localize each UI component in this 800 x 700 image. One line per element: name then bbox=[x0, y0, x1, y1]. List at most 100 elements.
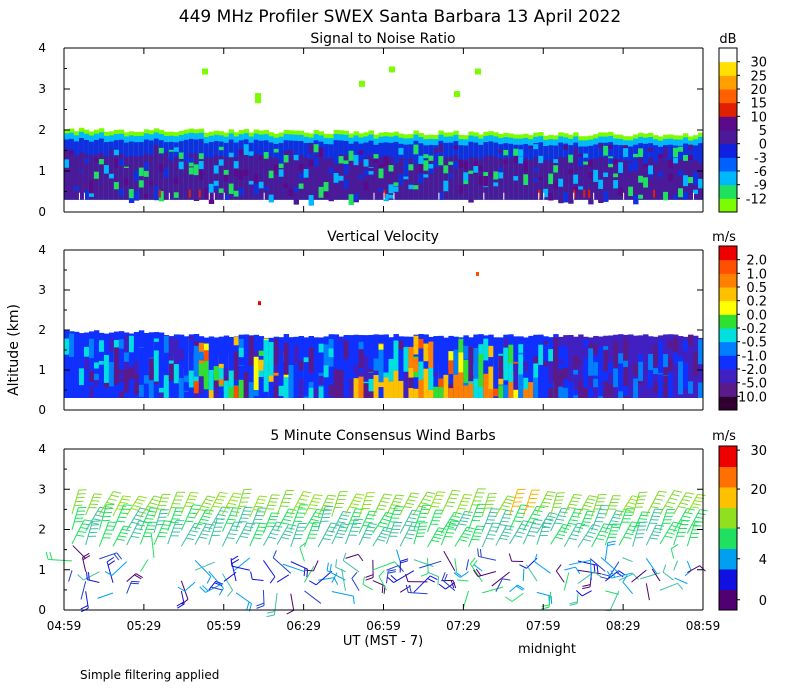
wind-barb-flag bbox=[502, 578, 511, 581]
snr-cell bbox=[378, 168, 384, 179]
velocity-cell bbox=[88, 370, 95, 383]
velocity-cell bbox=[668, 381, 674, 398]
snr-cell bbox=[383, 155, 389, 166]
snr-cell bbox=[253, 183, 260, 191]
time-axis-labels: 04:59 05:29 05:59 06:29 06:59 07:29 07:59 08:29… bbox=[47, 619, 721, 633]
wind-barb-flag bbox=[654, 527, 663, 530]
velocity-cell bbox=[83, 369, 90, 396]
velocity-cell bbox=[468, 346, 474, 382]
snr-cell bbox=[378, 157, 384, 200]
colorbar-swatch bbox=[719, 246, 737, 261]
wind-barb-flag bbox=[250, 571, 253, 580]
snr-cell bbox=[193, 164, 200, 176]
wind-barb-shaft bbox=[413, 559, 434, 568]
snr-cell bbox=[488, 172, 494, 177]
wind-barb-flag bbox=[365, 577, 374, 581]
wind-barb-flag bbox=[515, 516, 524, 519]
wind-barb-flag bbox=[697, 512, 706, 516]
snr-cell bbox=[188, 159, 195, 167]
velocity-cell bbox=[73, 331, 80, 398]
wind-barb-flag bbox=[382, 497, 391, 500]
snr-cell bbox=[113, 159, 120, 168]
snr-cell bbox=[113, 182, 120, 190]
wind-barb-flag bbox=[607, 540, 616, 544]
wind-barb-shaft bbox=[139, 521, 150, 545]
wind-barb-flag bbox=[378, 570, 385, 577]
velocity-cell bbox=[623, 351, 629, 380]
wind-barb-shaft bbox=[605, 590, 619, 595]
snr-cell bbox=[443, 145, 449, 156]
wind-barb-shaft bbox=[454, 494, 465, 517]
wind-barb-flag bbox=[303, 491, 312, 494]
wind-barb-flag bbox=[567, 507, 576, 509]
wind-barb-shaft bbox=[68, 570, 73, 582]
wind-barb-flag bbox=[462, 497, 471, 500]
velocity-cell bbox=[318, 337, 324, 398]
wind-barb-flag bbox=[305, 569, 314, 572]
snr-cell bbox=[568, 159, 574, 200]
wind-barb-flag bbox=[256, 502, 265, 505]
velocity-cell bbox=[483, 360, 489, 378]
snr-cell bbox=[578, 156, 584, 167]
wind-barb-flag bbox=[471, 560, 478, 568]
wind-barb-flag bbox=[502, 531, 511, 534]
wind-barb-flag bbox=[113, 553, 120, 561]
colorbar-swatch bbox=[719, 171, 737, 186]
snr-cell bbox=[228, 153, 235, 200]
velocity-cell bbox=[168, 336, 175, 365]
y-tick-label: 2 bbox=[38, 123, 46, 137]
wind-barb-flag bbox=[185, 520, 194, 523]
snr-cell bbox=[83, 190, 90, 200]
velocity-cell bbox=[138, 347, 145, 377]
snr-cell bbox=[498, 158, 504, 200]
wind-barb-shaft bbox=[343, 560, 360, 573]
wind-barb-flag bbox=[466, 526, 475, 530]
snr-cell bbox=[88, 180, 95, 186]
snr-cell bbox=[93, 180, 100, 187]
snr-cell bbox=[298, 183, 305, 189]
wind-barb-shaft bbox=[335, 566, 346, 573]
snr-cell bbox=[148, 181, 155, 185]
velocity-cell bbox=[233, 351, 240, 380]
wind-barb-flag bbox=[148, 510, 157, 513]
velocity-cell bbox=[698, 384, 704, 398]
velocity-cell bbox=[323, 377, 329, 398]
wind-barb-flag bbox=[505, 596, 513, 602]
wind-barb-shaft bbox=[536, 591, 552, 597]
snr-cell bbox=[363, 156, 369, 200]
velocity-cell bbox=[288, 365, 295, 398]
velocity-cell bbox=[78, 349, 85, 364]
wind-barb-flag bbox=[369, 510, 378, 513]
wind-barb-shaft bbox=[589, 558, 606, 572]
snr-cell bbox=[458, 159, 464, 200]
snr-cell bbox=[338, 156, 344, 164]
velocity-cell bbox=[633, 346, 639, 358]
velocity-cell bbox=[618, 353, 624, 364]
wind-barb-shaft bbox=[645, 524, 657, 546]
snr-cell bbox=[78, 192, 80, 200]
wind-barb-shaft bbox=[153, 494, 163, 518]
wind-barb-flag bbox=[582, 521, 591, 523]
wind-barb-flag bbox=[218, 587, 224, 596]
velocity-cell bbox=[478, 386, 484, 398]
wind-barb-flag bbox=[116, 520, 125, 523]
wind-barb-flag bbox=[585, 501, 594, 505]
wind-barb-flag bbox=[186, 537, 195, 541]
wind-barb-flag bbox=[639, 518, 648, 520]
snr-cell bbox=[583, 160, 589, 200]
snr-cell bbox=[433, 148, 439, 154]
velocity-cell bbox=[488, 389, 494, 398]
snr-cell bbox=[388, 194, 394, 199]
wind-barb-flag bbox=[233, 492, 242, 495]
snr-cell bbox=[303, 168, 310, 178]
snr-cell bbox=[113, 149, 120, 156]
wind-barb-shaft bbox=[581, 590, 592, 597]
snr-cell bbox=[288, 154, 295, 200]
snr-cell bbox=[208, 192, 210, 200]
colorbar-swatch bbox=[719, 143, 737, 158]
wind-barb-flag bbox=[389, 507, 398, 510]
snr-cell bbox=[233, 190, 240, 197]
snr-cell bbox=[678, 146, 684, 152]
snr-cell bbox=[283, 154, 290, 200]
wind-barb-shaft bbox=[180, 492, 192, 514]
